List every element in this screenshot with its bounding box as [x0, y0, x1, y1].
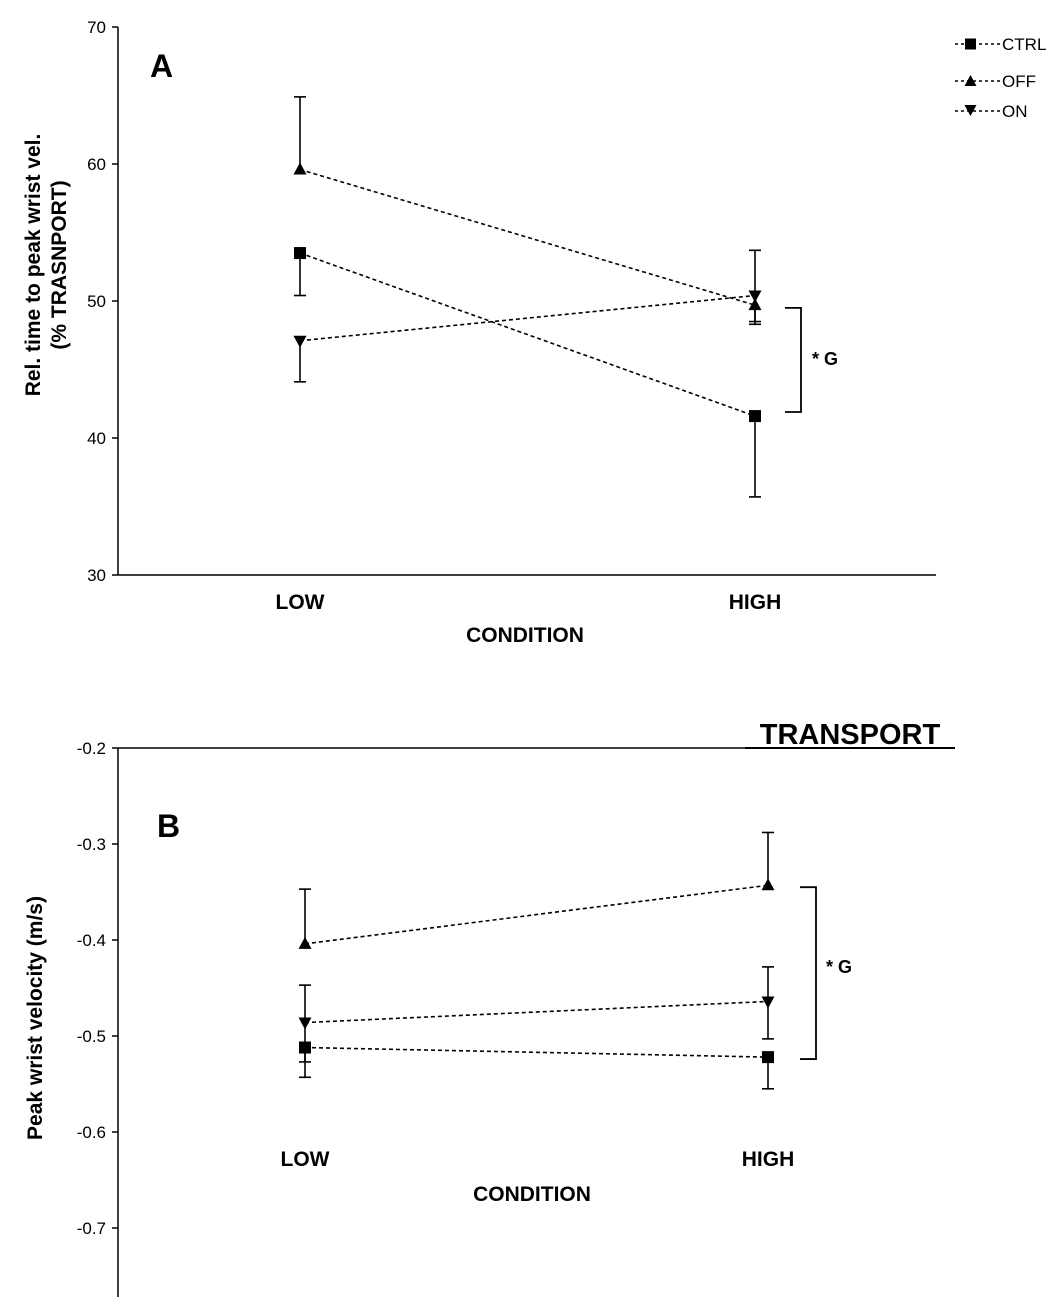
series-on [298, 966, 775, 1063]
y-tick-label: 40 [87, 429, 106, 448]
y-tick-label: 30 [87, 566, 106, 585]
data-point-off-1 [761, 878, 775, 891]
data-point-ctrl-0 [294, 247, 306, 260]
page-heading: TRANSPORT [760, 719, 941, 751]
data-point-ctrl-1 [749, 410, 761, 423]
category-label-low-b: LOW [281, 1148, 330, 1171]
panel-label-a: A [150, 48, 173, 84]
series-on [293, 290, 762, 383]
bracket-line [800, 886, 817, 1060]
category-label-high-b: HIGH [742, 1148, 795, 1171]
series-line-ctrl [304, 1046, 769, 1058]
series-group-a [293, 96, 762, 498]
legend-label-ctrl: CTRL [1002, 35, 1046, 54]
series-ctrl [294, 247, 761, 498]
y-tick-label: -0.6 [77, 1123, 106, 1142]
data-point-off-0 [298, 936, 312, 949]
y-tick-label: -0.3 [77, 835, 106, 854]
square-marker-icon [965, 38, 976, 50]
category-label-high-a: HIGH [729, 591, 782, 614]
chart-panel-a: 30 40 50 60 70 A LOW HIGH CONDITION Rel. tim… [22, 18, 936, 647]
y-ticks-b: -0.2 -0.3 -0.4 -0.5 -0.6 -0.7 [77, 739, 118, 1238]
category-label-low-a: LOW [276, 591, 325, 614]
significance-bracket-a [785, 306, 802, 413]
data-point-off-0 [293, 162, 307, 175]
series-line-on [299, 294, 756, 342]
y-tick-label: 50 [87, 292, 106, 311]
data-point-on-1 [761, 996, 775, 1009]
legend-label-on: ON [1002, 102, 1028, 121]
y-axis-title-a-line2: (% TRASNPORT) [48, 180, 71, 349]
y-tick-label: -0.7 [77, 1219, 106, 1238]
y-tick-label: -0.5 [77, 1027, 106, 1046]
triangle-down-marker-icon [964, 105, 977, 116]
series-line-off [299, 168, 756, 306]
significance-label-b: * G [826, 957, 852, 977]
legend-entry-off: OFF [955, 72, 1036, 91]
series-line-ctrl [299, 252, 756, 417]
data-point-on-1 [748, 290, 762, 303]
series-ctrl [299, 1041, 774, 1090]
data-point-ctrl-1 [762, 1051, 774, 1064]
x-axis-title-a: CONDITION [466, 624, 584, 647]
y-axis-title-a-line1: Rel. time to peak wrist vel. [22, 134, 45, 397]
y-tick-label: -0.2 [77, 739, 106, 758]
series-group-b [298, 831, 775, 1090]
series-off [298, 831, 775, 949]
significance-label-a: * G [812, 349, 838, 369]
series-line-off [304, 884, 769, 945]
y-tick-label: -0.4 [77, 931, 106, 950]
data-point-on-0 [293, 335, 307, 348]
chart-panel-b: TRANSPORT -0.2 -0.3 -0.4 -0.5 -0.6 -0.7 B LOW… [24, 719, 955, 1297]
y-axis-title-b: Peak wrist velocity (m/s) [24, 896, 47, 1140]
panel-label-b: B [157, 808, 180, 844]
x-axis-title-b: CONDITION [473, 1183, 591, 1206]
significance-bracket-b [800, 886, 817, 1060]
legend-label-off: OFF [1002, 72, 1036, 91]
triangle-up-marker-icon [964, 75, 977, 86]
series-off [293, 96, 762, 326]
legend-entry-ctrl: CTRL [955, 35, 1046, 54]
bracket-line [785, 306, 802, 413]
series-line-on [304, 1000, 769, 1024]
y-tick-label: 70 [87, 18, 106, 37]
legend: CTRL OFF ON [955, 35, 1046, 121]
legend-entry-on: ON [955, 102, 1028, 121]
y-ticks-a: 30 40 50 60 70 [87, 18, 118, 585]
y-tick-label: 60 [87, 155, 106, 174]
data-point-on-0 [298, 1017, 312, 1030]
